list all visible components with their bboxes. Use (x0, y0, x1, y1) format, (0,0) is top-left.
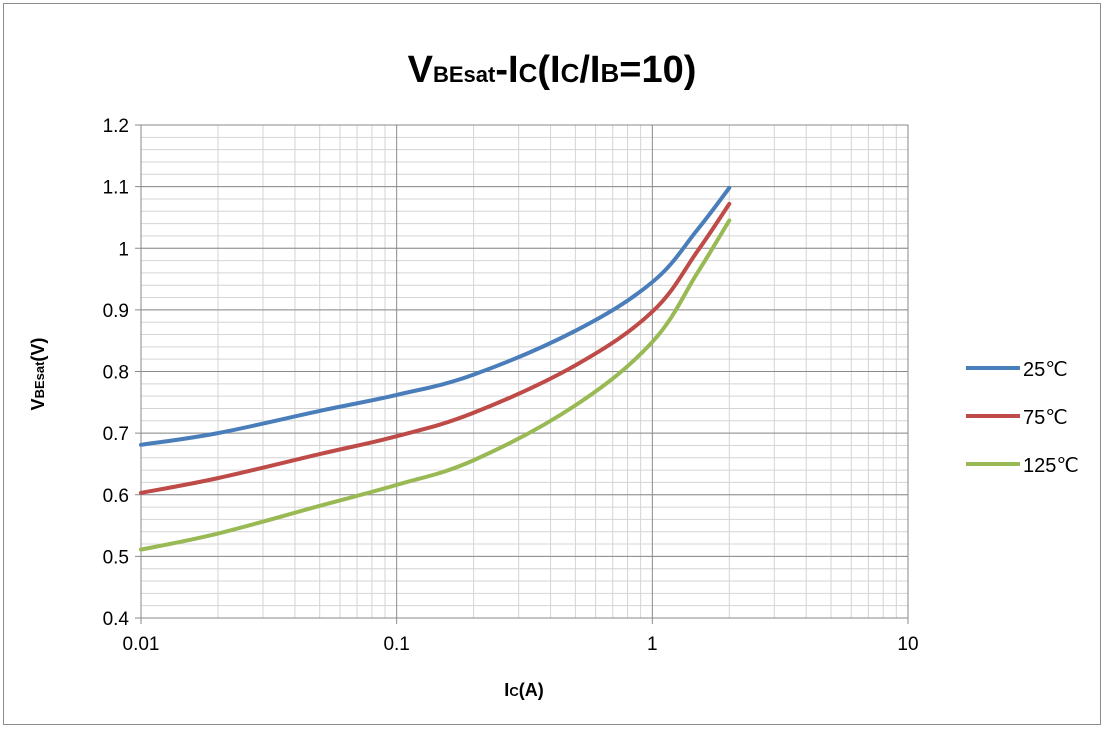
legend-label: 25℃ (1023, 359, 1068, 381)
grid-lines (140, 124, 909, 619)
legend-label: 75℃ (1023, 407, 1068, 429)
y-tick-label: 0.7 (103, 424, 129, 445)
y-tick-label: 1.2 (103, 116, 129, 137)
y-tick-label: 1 (118, 239, 129, 260)
chart-frame (3, 3, 1101, 725)
series-lines (139, 185, 732, 552)
legend: 25℃ 75℃ 125℃ (966, 359, 1079, 477)
x-tick-labels: 0.01 0.1 1 10 (123, 618, 919, 655)
y-tick-label: 0.8 (103, 363, 129, 384)
series-line-75c (139, 201, 732, 495)
x-tick-label: 0.01 (123, 634, 160, 655)
x-tick-label: 10 (897, 634, 918, 655)
x-axis-label: IC(A) (504, 680, 543, 700)
chart-title: VBEsat-IC(IC/IB=10) (408, 49, 697, 91)
x-tick-label: 1 (647, 634, 658, 655)
y-tick-label: 0.4 (103, 609, 130, 630)
x-tick-label: 0.1 (383, 634, 409, 655)
y-tick-label: 0.9 (103, 301, 129, 322)
y-tick-label: 1.1 (103, 178, 129, 199)
y-axis-label: VBEsat(V) (28, 338, 48, 411)
series-line-125c (139, 218, 732, 552)
series-line-25c (139, 185, 732, 447)
y-tick-labels: 0.4 0.5 0.6 0.7 0.8 0.9 1 1.1 1.2 (103, 116, 141, 630)
y-tick-label: 0.5 (103, 547, 129, 568)
y-tick-label: 0.6 (103, 486, 129, 507)
legend-label: 125℃ (1023, 455, 1079, 477)
